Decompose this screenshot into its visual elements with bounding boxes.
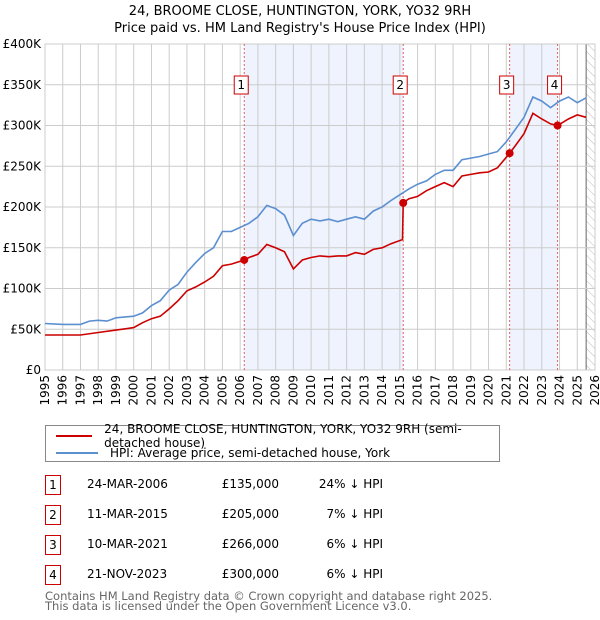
x-tick-label: 2017 [428, 375, 442, 406]
y-tick-label: £200K [3, 200, 43, 214]
x-tick-label: 2011 [322, 375, 336, 406]
x-tick-label: 2009 [286, 375, 300, 406]
sale-number-label: 1 [237, 78, 245, 92]
sale-hpi-diff: 7% ↓ HPI [326, 507, 383, 521]
sale-number-box [233, 75, 249, 95]
blue-line-swatch [56, 452, 98, 454]
chart-title: 24, BROOME CLOSE, HUNTINGTON, YORK, YO32… [128, 4, 472, 19]
sale-price: £205,000 [221, 507, 279, 521]
x-tick-label: 2000 [127, 375, 141, 406]
sale-number-label: 2 [396, 78, 404, 92]
y-tick-label: £400K [3, 37, 43, 51]
x-tick-label: 2003 [180, 375, 194, 406]
sale-number-box [392, 75, 408, 95]
x-tick-label: 2004 [198, 375, 212, 406]
footer-copyright: Contains HM Land Registry data © Crown c… [45, 589, 493, 603]
sale-number-badge: 1 [45, 475, 61, 495]
legend-label: 24, BROOME CLOSE, HUNTINGTON, YORK, YO32… [104, 422, 462, 450]
y-tick-label: £150K [3, 241, 43, 255]
x-tick-label: 2001 [144, 375, 158, 406]
sale-date: 10-MAR-2021 [87, 537, 168, 551]
sale-row: 1 24-MAR-2006 £135,000 24% ↓ HPI [45, 475, 445, 495]
legend-item-hpi: HPI: Average price, semi-detached house,… [56, 445, 390, 461]
sale-date: 24-MAR-2006 [87, 477, 168, 491]
sale-number-badge: 2 [45, 505, 61, 525]
sale-date: 21-NOV-2023 [87, 567, 168, 581]
x-tick-label: 2010 [304, 375, 318, 406]
x-tick-label: 1996 [56, 375, 70, 406]
x-tick-label: 2019 [464, 375, 478, 406]
sale-point [505, 149, 514, 158]
footer-licence: This data is licensed under the Open Gov… [45, 599, 412, 613]
sale-point [240, 255, 249, 264]
sale-price: £266,000 [221, 537, 279, 551]
x-tick-label: 2005 [215, 375, 229, 406]
sale-number-label: 4 [551, 78, 559, 92]
y-tick-label: £250K [3, 159, 43, 173]
x-tick-label: 2025 [570, 375, 584, 406]
hpi-series-line [44, 95, 587, 326]
sale-hpi-diff: 24% ↓ HPI [318, 477, 383, 491]
x-tick-label: 2022 [517, 375, 531, 406]
sale-point [553, 121, 562, 130]
x-tick-label: 1997 [73, 375, 87, 406]
x-tick-label: 2021 [499, 375, 513, 406]
sale-row: 2 11-MAR-2015 £205,000 7% ↓ HPI [45, 505, 445, 525]
y-tick-label: £0 [26, 363, 41, 377]
y-tick-label: £300K [3, 119, 43, 133]
sale-row: 4 21-NOV-2023 £300,000 6% ↓ HPI [45, 565, 445, 585]
y-tick-label: £50K [10, 322, 42, 336]
x-tick-label: 1995 [38, 375, 52, 406]
legend-label: HPI: Average price, semi-detached house,… [110, 446, 391, 460]
sale-hpi-diff: 6% ↓ HPI [326, 537, 383, 551]
sale-number-box [547, 75, 563, 95]
legend: 24, BROOME CLOSE, HUNTINGTON, YORK, YO32… [45, 422, 500, 462]
x-tick-label: 2020 [482, 375, 496, 406]
x-tick-label: 1998 [91, 375, 105, 406]
x-tick-label: 2026 [588, 375, 600, 406]
sale-number-badge: 3 [45, 535, 61, 555]
x-tick-label: 2013 [357, 375, 371, 406]
x-tick-label: 2012 [340, 375, 354, 406]
y-tick-label: £350K [3, 78, 43, 92]
sale-row: 3 10-MAR-2021 £266,000 6% ↓ HPI [45, 535, 445, 555]
red-line-swatch [56, 435, 93, 437]
y-tick-label: £100K [3, 282, 43, 296]
price-paid-series-line [45, 112, 587, 336]
sale-date: 11-MAR-2015 [87, 507, 168, 521]
sale-hpi-diff: 6% ↓ HPI [326, 567, 383, 581]
x-tick-label: 2007 [251, 375, 265, 406]
x-tick-label: 2015 [393, 375, 407, 406]
sale-point [399, 198, 408, 207]
x-tick-label: 2008 [269, 375, 283, 406]
chart-subtitle: Price paid vs. HM Land Registry's House … [114, 21, 486, 36]
x-tick-label: 2002 [162, 375, 176, 406]
x-tick-label: 2006 [233, 375, 247, 406]
x-tick-label: 1999 [109, 375, 123, 406]
sale-number-label: 3 [503, 78, 511, 92]
x-tick-label: 2014 [375, 375, 389, 406]
x-tick-label: 2024 [553, 375, 567, 406]
price-chart: £0 £50K £100K £150K £200K £250K £300K £350K £400… [3, 37, 600, 406]
x-tick-label: 2023 [535, 375, 549, 406]
sale-number-box [499, 75, 515, 95]
sale-price: £135,000 [221, 477, 279, 491]
legend-item-property: 24, BROOME CLOSE, HUNTINGTON, YORK, YO32… [56, 422, 499, 450]
sale-price: £300,000 [221, 567, 279, 581]
x-tick-label: 2018 [446, 375, 460, 406]
sale-number-badge: 4 [45, 565, 61, 585]
x-tick-label: 2016 [411, 375, 425, 406]
plot-border [44, 43, 596, 371]
